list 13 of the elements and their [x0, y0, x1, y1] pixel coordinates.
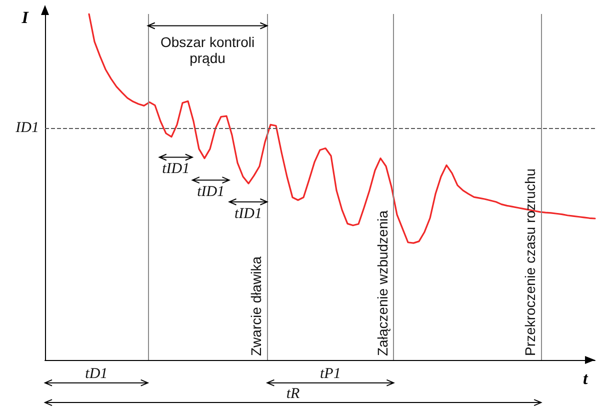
annotation: tID1 — [196, 184, 226, 200]
annotation: Obszar kontroli prądu — [159, 34, 256, 66]
ref-line-label: ID1 — [14, 120, 39, 136]
annotation: Załączenie wzbudzenia — [374, 210, 391, 356]
x-axis-title: t — [583, 369, 588, 388]
annotation: Zwarcie dławika — [248, 256, 264, 356]
annotation: tID1 — [161, 161, 191, 178]
annotation: tID1 — [233, 206, 263, 222]
text: tD1 — [84, 366, 109, 382]
text: tR — [285, 386, 301, 402]
y-axis-title: I — [20, 8, 30, 27]
text: tP1 — [319, 366, 342, 382]
annotation: Przekroczenie czasu rozruchu — [522, 168, 538, 356]
